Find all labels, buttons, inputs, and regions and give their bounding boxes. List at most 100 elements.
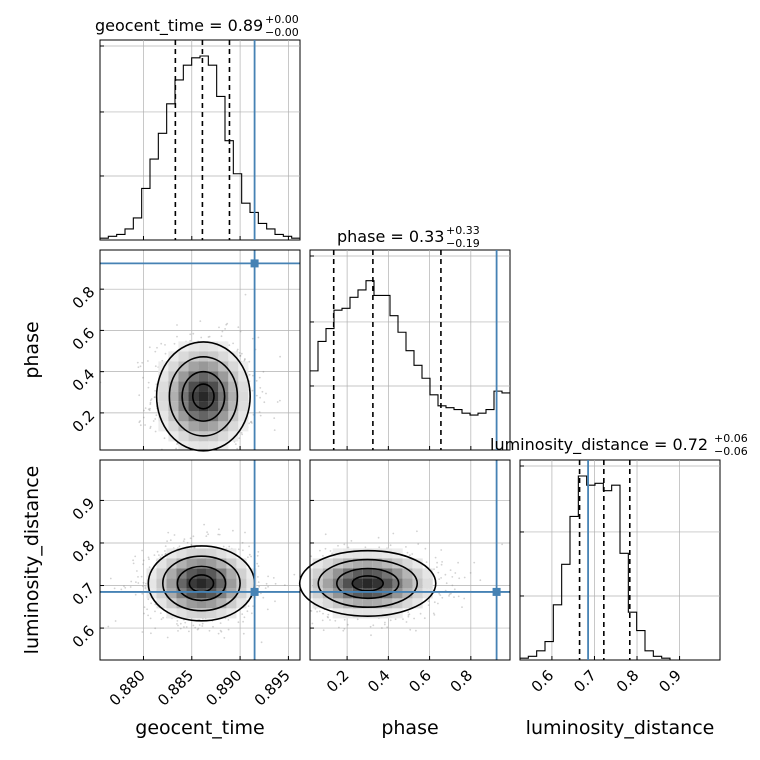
tick-label-x-luminosity-distance: 0.8 <box>613 666 643 696</box>
sample-point <box>243 358 246 361</box>
sample-point <box>454 572 457 574</box>
sample-point <box>369 625 372 628</box>
sample-point <box>425 561 428 563</box>
sample-point <box>193 546 196 549</box>
sample-point <box>324 547 327 550</box>
density-cell <box>382 568 393 579</box>
sample-point <box>441 561 443 563</box>
sample-point <box>205 535 208 537</box>
sample-point <box>501 543 503 546</box>
density-cell <box>402 578 413 589</box>
density-cell <box>332 588 343 599</box>
sample-point <box>334 619 337 622</box>
density-cell <box>322 568 333 579</box>
contour-level <box>351 575 384 592</box>
sample-point <box>141 585 144 588</box>
sample-point <box>440 563 443 566</box>
sample-point <box>405 621 408 623</box>
sample-point <box>329 550 332 552</box>
tick-label-x-phase: 0.6 <box>405 666 435 696</box>
sample-point <box>433 601 436 604</box>
sample-point <box>139 365 142 368</box>
density-cell <box>236 578 247 589</box>
sample-point <box>207 336 210 338</box>
density-cell <box>188 351 199 362</box>
sample-point <box>384 621 386 624</box>
title-phase: phase = 0.33 <box>337 227 444 246</box>
sample-point <box>153 396 156 398</box>
sample-point <box>140 575 143 578</box>
sample-point <box>148 409 151 412</box>
density-cell <box>206 578 217 589</box>
density-cell <box>332 568 343 579</box>
sample-point <box>463 597 466 600</box>
hist-panel-geocent-time-frame <box>99 39 301 241</box>
sample-point <box>241 541 244 544</box>
tick-label-x-phase: 0.4 <box>364 666 394 696</box>
sample-point <box>219 622 222 624</box>
density-cell <box>208 371 219 382</box>
sample-point <box>417 543 420 545</box>
hist-panel-luminosity-distance <box>519 459 721 661</box>
sample-point <box>266 608 269 611</box>
title-phase-plus: +0.33 <box>446 224 480 237</box>
sample-point <box>274 582 277 585</box>
density-cell <box>198 391 209 402</box>
sample-point <box>144 587 147 590</box>
sample-point <box>260 641 263 644</box>
density-cell <box>342 608 353 619</box>
density-cell <box>206 568 217 579</box>
sample-point <box>265 582 268 585</box>
density-cell <box>228 391 239 402</box>
density-cell <box>332 578 343 589</box>
sample-point <box>383 623 386 626</box>
sample-point <box>148 566 151 569</box>
density-cell <box>218 431 229 442</box>
sample-point <box>218 533 221 536</box>
contour-level <box>317 558 419 609</box>
sample-point <box>142 581 145 584</box>
sample-point <box>164 550 166 552</box>
sample-point <box>183 538 186 540</box>
sample-point <box>189 339 192 342</box>
hist-step-geocent-time <box>100 55 300 239</box>
sample-point <box>419 612 422 615</box>
density-cell <box>166 608 177 619</box>
sample-point <box>273 429 276 431</box>
density-cell <box>186 598 197 609</box>
sample-point <box>164 545 167 547</box>
sample-point <box>176 443 178 445</box>
sample-point <box>463 576 466 579</box>
tick-label-x-geocent-time: 0.885 <box>154 666 197 709</box>
xlabel-geocent-time: geocent_time <box>135 717 264 739</box>
sample-point <box>154 610 156 613</box>
sample-point <box>310 555 313 558</box>
sample-point <box>273 417 276 419</box>
tick-label-x-phase: 0.2 <box>323 666 353 696</box>
tick-label-y-luminosity-distance: 0.9 <box>69 494 99 524</box>
sample-point <box>149 427 152 429</box>
sample-point <box>409 628 412 631</box>
sample-point <box>147 360 149 362</box>
sample-point <box>176 620 179 622</box>
density-cell <box>156 578 167 589</box>
sample-point <box>190 543 193 546</box>
contour-level <box>176 565 227 602</box>
density-cell <box>412 568 423 579</box>
sample-point <box>265 392 267 395</box>
density-cell <box>392 568 403 579</box>
density-cell <box>206 608 217 619</box>
sample-point <box>142 559 145 562</box>
sample-point <box>184 621 187 624</box>
sample-point <box>154 390 157 392</box>
sample-point <box>241 433 244 436</box>
density-cell <box>176 548 187 559</box>
sample-point <box>262 596 265 599</box>
density-cell <box>216 608 227 619</box>
sample-point <box>143 606 146 609</box>
tick-label-x-geocent-time: 0.890 <box>202 666 245 709</box>
density-cell <box>238 381 249 392</box>
sample-point <box>189 537 192 540</box>
density-cell <box>188 421 199 432</box>
sample-point <box>329 619 331 621</box>
